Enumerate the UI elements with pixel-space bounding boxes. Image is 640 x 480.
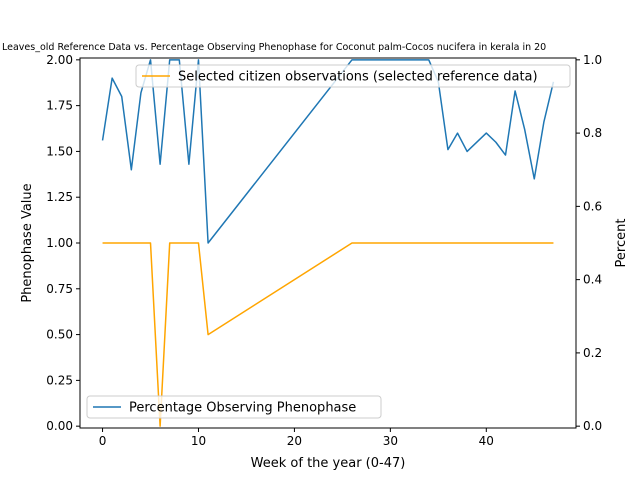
y-tick-label-left: 1.75 — [46, 99, 73, 113]
y-tick-label-left: 0.00 — [46, 419, 73, 433]
y-axis-label-left: Phenophase Value — [20, 183, 35, 302]
y-tick-label-right: 0.8 — [583, 126, 602, 140]
y-tick-label-left: 1.25 — [46, 190, 73, 204]
x-tick-label: 0 — [99, 434, 107, 448]
y-tick-label-right: 0.4 — [583, 273, 602, 287]
x-tick-label: 40 — [479, 434, 494, 448]
y-tick-label-right: 0.2 — [583, 346, 602, 360]
y-axis-label-right: Percent — [614, 219, 629, 268]
legend-box — [86, 395, 382, 419]
y-tick-label-right: 0.6 — [583, 199, 602, 213]
legends: Selected citizen observations (selected … — [86, 64, 571, 419]
x-axis-label: Week of the year (0-47) — [251, 456, 406, 471]
y-tick-label-left: 0.50 — [46, 328, 73, 342]
x-tick-label: 10 — [191, 434, 206, 448]
legend-label: Percentage Observing Phenophase — [129, 401, 356, 416]
x-tick-label: 20 — [287, 434, 302, 448]
legend-label: Selected citizen observations (selected … — [178, 70, 538, 85]
legend-reference: Selected citizen observations (selected … — [135, 64, 571, 88]
legend-box — [135, 64, 571, 88]
legend-percentage: Percentage Observing Phenophase — [86, 395, 382, 419]
y-tick-label-left: 0.25 — [46, 373, 73, 387]
y-tick-label-left: 2.00 — [46, 53, 73, 67]
y-tick-label-left: 0.75 — [46, 282, 73, 296]
series-line-0 — [102, 242, 554, 427]
y-tick-label-right: 0.0 — [583, 419, 602, 433]
x-tick-label: 30 — [383, 434, 398, 448]
y-tick-label-left: 1.50 — [46, 144, 73, 158]
y-tick-label-right: 1.0 — [583, 53, 602, 67]
y-tick-label-left: 1.00 — [46, 236, 73, 250]
chart-title: Leaves_old Reference Data vs. Percentage… — [2, 42, 546, 53]
axes: 0 10 20 30 40 0.00 0.25 0.50 0.75 1.00 1.25 1.50 1.7… — [46, 53, 602, 448]
